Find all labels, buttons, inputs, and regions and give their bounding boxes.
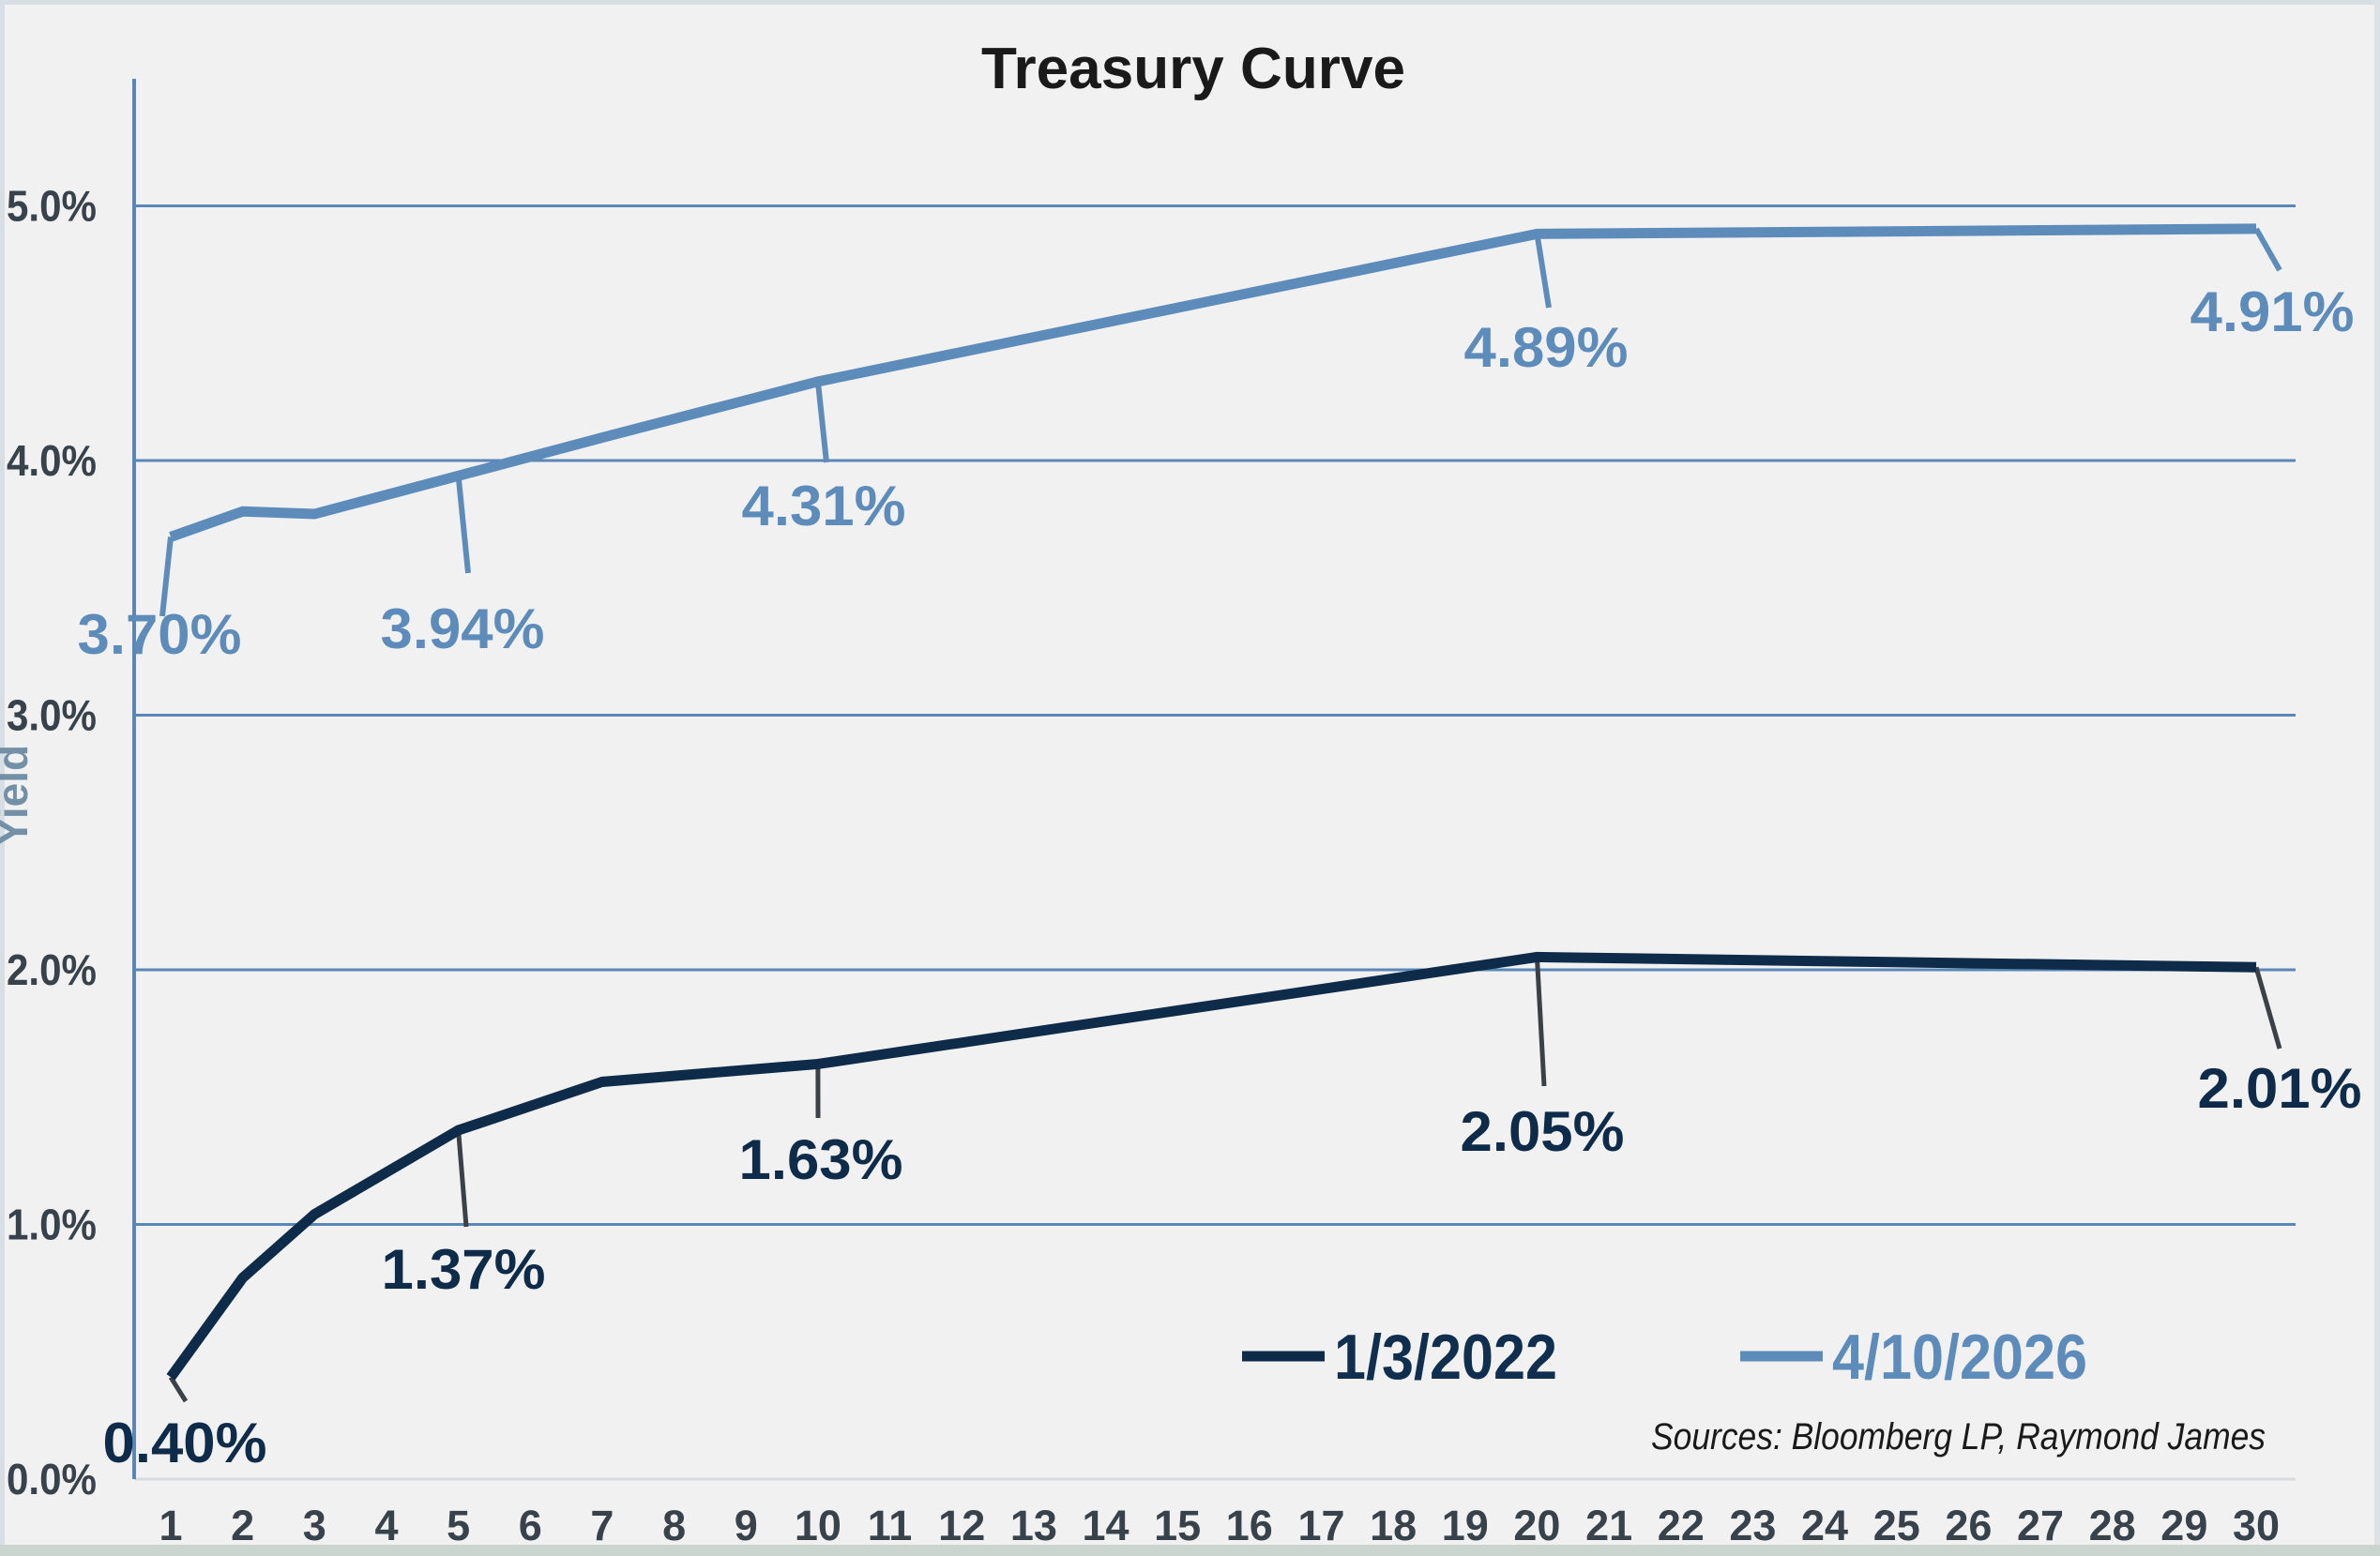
sources-note: Sources: Bloomberg LP, Raymond James (1651, 1416, 2266, 1458)
x-tick-label: 28 (2089, 1502, 2136, 1549)
data-label-callout (814, 381, 829, 463)
x-tick-label: 22 (1658, 1502, 1705, 1549)
x-tick-label: 13 (1010, 1502, 1057, 1549)
x-tick-label: 16 (1226, 1502, 1273, 1549)
x-tick-label: 27 (2017, 1502, 2064, 1549)
data-label-callout (1534, 233, 1552, 309)
y-tick-label: 2.0% (7, 945, 97, 994)
x-tick-label: 7 (590, 1502, 614, 1549)
x-tick-label: 12 (938, 1502, 985, 1549)
x-tick-label: 25 (1873, 1502, 1920, 1549)
x-tick-label: 18 (1370, 1502, 1417, 1549)
legend: 1/3/2022 4/10/2026 (1242, 1322, 2087, 1393)
series-line-1-3-2022 (166, 951, 2257, 1381)
data-label-callout (2253, 966, 2282, 1050)
plot-area: 0.0%1.0%2.0%3.0%4.0%5.0%1 2 3 4 5 6 7 8 9 10 11 12 1… (7, 79, 2362, 1549)
x-tick-label: 15 (1154, 1502, 1201, 1549)
y-axis-title: Yield (0, 745, 37, 846)
y-tick-label: 1.0% (7, 1201, 97, 1249)
window-border-right (2374, 0, 2380, 1556)
y-tick-label: 0.0% (7, 1455, 97, 1503)
chart-title: Treasury Curve (981, 37, 1405, 101)
data-point-label: 3.70% (78, 603, 242, 666)
x-tick-label: 10 (795, 1502, 841, 1549)
window-border-left (0, 0, 5, 1556)
x-tick-label: 17 (1297, 1502, 1344, 1549)
x-tick-label: 26 (1945, 1502, 1992, 1549)
data-label-callout (1534, 957, 1547, 1087)
x-tick-label: 3 (303, 1502, 326, 1549)
data-point-label: 0.40% (103, 1412, 267, 1474)
x-tick-label: 5 (447, 1502, 470, 1549)
x-tick-label: 21 (1585, 1502, 1632, 1549)
x-tick-label: 2 (231, 1502, 254, 1549)
x-tick-label: 14 (1082, 1502, 1129, 1549)
x-tick-label: 29 (2160, 1502, 2207, 1549)
data-label-callout (168, 1376, 189, 1403)
x-tick-label: 9 (735, 1502, 758, 1549)
data-label-callout (456, 1129, 469, 1228)
x-tick-label: 19 (1442, 1502, 1489, 1549)
x-tick-label: 4 (374, 1502, 398, 1549)
y-tick-label: 5.0% (7, 182, 97, 231)
y-tick-label: 3.0% (7, 691, 97, 740)
legend-label-series-1: 1/3/2022 (1334, 1322, 1557, 1393)
series-line-4-10-2026 (169, 223, 2257, 542)
data-point-label: 2.01% (2198, 1057, 2362, 1120)
x-tick-label: 1 (159, 1502, 182, 1549)
x-tick-label: 23 (1729, 1502, 1776, 1549)
legend-label-series-2: 4/10/2026 (1832, 1322, 2087, 1393)
window-border-top (0, 0, 2380, 5)
x-tick-label: 8 (662, 1502, 686, 1549)
data-point-label: 4.89% (1464, 316, 1629, 379)
data-point-label: 2.05% (1461, 1100, 1625, 1163)
data-label-callout (159, 536, 174, 617)
data-point-label: 1.63% (739, 1128, 903, 1191)
x-tick-label: 20 (1513, 1502, 1560, 1549)
x-tick-label: 6 (519, 1502, 542, 1549)
data-label-callout (455, 475, 471, 574)
x-tick-label: 30 (2233, 1502, 2280, 1549)
x-tick-label: 24 (1801, 1502, 1848, 1549)
window-border-bottom (0, 1545, 2380, 1556)
data-point-label: 3.94% (381, 597, 545, 660)
y-tick-label: 4.0% (7, 436, 97, 485)
x-tick-label: 11 (868, 1502, 913, 1549)
data-point-label: 4.31% (742, 475, 906, 537)
data-label-callout (2253, 227, 2282, 272)
data-point-label: 4.91% (2191, 280, 2355, 343)
data-point-label: 1.37% (382, 1238, 546, 1301)
